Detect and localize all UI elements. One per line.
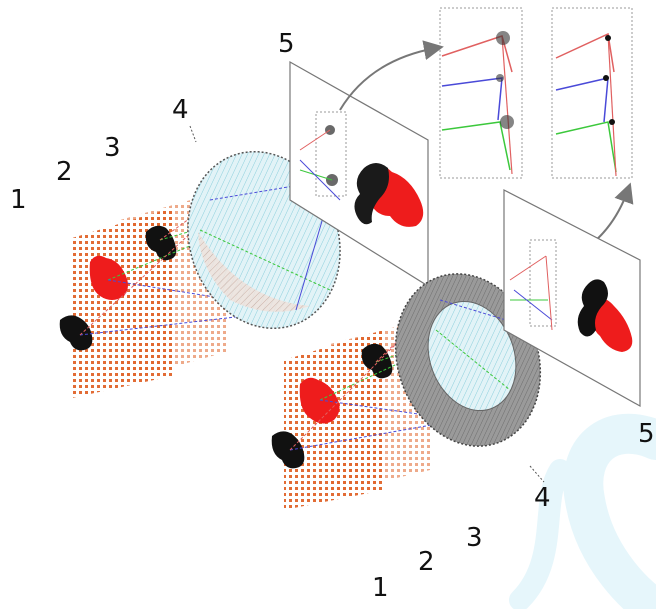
zoom-inset-blurred: [439, 7, 523, 179]
image-panel-lower: [503, 189, 641, 408]
dark-object-upper-left: [59, 315, 93, 351]
dark-object-lower-left: [271, 431, 305, 469]
label-top-4: 4: [172, 95, 189, 125]
label-top-1: 1: [10, 185, 27, 215]
label-bottom-1: 1: [372, 573, 389, 603]
label-bottom-3: 3: [466, 523, 483, 553]
leader-top-4: [189, 125, 197, 143]
leader-bottom-4: [529, 465, 545, 483]
inset-box-lower: [529, 239, 557, 327]
red-object-upper: [89, 255, 128, 300]
label-bottom-2: 2: [418, 547, 435, 577]
curved-arrow-upper: [339, 40, 444, 111]
image-object-lower: [591, 298, 633, 352]
label-top-2: 2: [56, 157, 73, 187]
image-panel-upper: [289, 60, 429, 288]
label-top-5: 5: [278, 29, 295, 59]
label-top-3: 3: [104, 133, 121, 163]
inset-box-upper: [315, 111, 347, 197]
red-object-lower: [299, 377, 340, 424]
label-bottom-5: 5: [638, 419, 655, 449]
zoom-inset-sharp: [551, 7, 633, 179]
watermark-swoosh: [509, 413, 656, 609]
object-plane-lower: [271, 318, 430, 510]
label-bottom-4: 4: [534, 483, 551, 513]
dark-object-upper-right: [145, 225, 177, 261]
